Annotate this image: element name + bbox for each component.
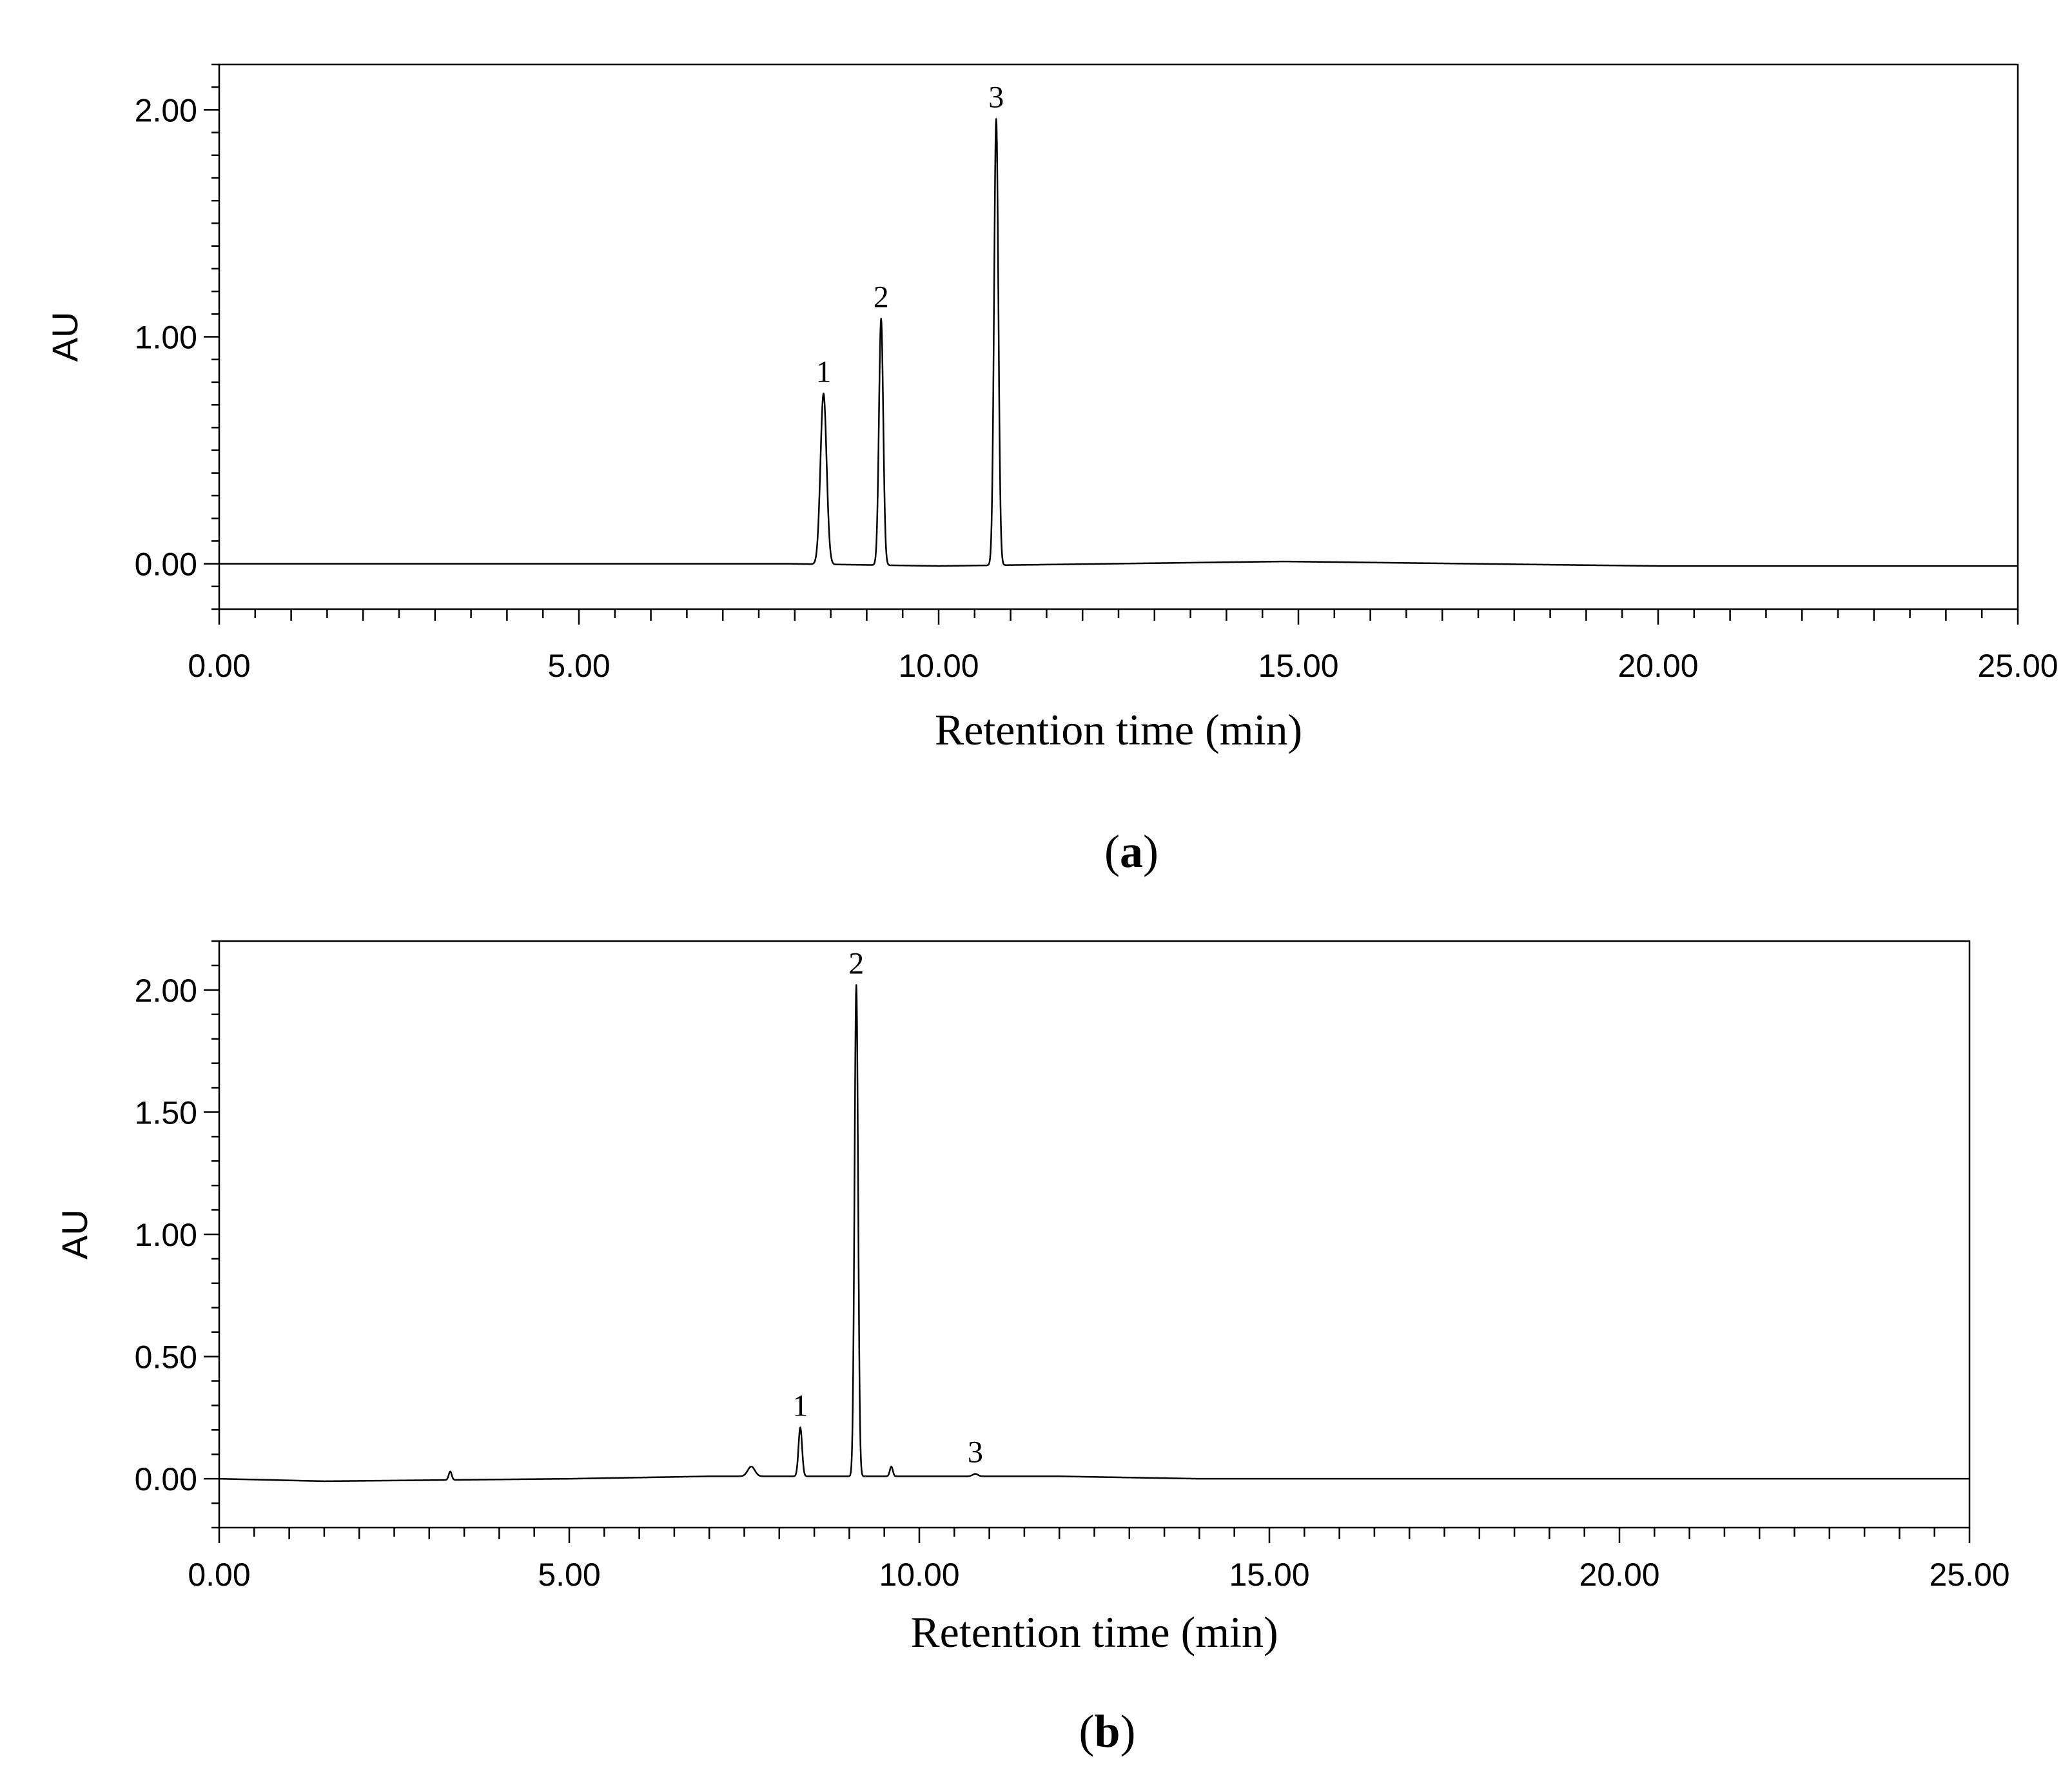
y-tick-label: 0.00	[135, 1461, 197, 1497]
peak-label: 3	[968, 1435, 983, 1470]
x-tick-label: 5.00	[538, 1557, 600, 1593]
peak-label: 1	[816, 355, 831, 389]
plot-frame	[218, 63, 2019, 610]
peak-label: 1	[792, 1389, 808, 1423]
x-axis-title: Retention time (min)	[935, 705, 1302, 754]
y-tick-label: 1.50	[135, 1094, 197, 1131]
chromatogram-trace	[219, 984, 1970, 1483]
x-tick-label: 25.00	[1977, 648, 2058, 684]
y-tick-label: 2.00	[135, 973, 197, 1009]
x-tick-label: 10.00	[898, 648, 979, 684]
x-tick-label: 20.00	[1579, 1557, 1659, 1593]
peak-label: 2	[874, 280, 889, 314]
chart-panel-b: 0.00 5.00 10.00 15.00 20.00 25.00 0.00 0.50 1.00…	[54, 940, 2010, 1757]
x-tick-label: 10.00	[879, 1557, 959, 1593]
x-tick-label: 0.00	[188, 648, 250, 684]
peak-label: 2	[848, 946, 864, 980]
x-tick-label: 15.00	[1258, 648, 1338, 684]
x-tick-label: 20.00	[1618, 648, 1698, 684]
y-axis-title: AU	[54, 1209, 95, 1259]
plot-frame	[218, 940, 1971, 1529]
x-tick-label: 0.00	[188, 1557, 250, 1593]
y-tick-label: 1.00	[135, 320, 197, 356]
y-axis-title: AU	[44, 312, 85, 362]
x-tick-label: 5.00	[547, 648, 610, 684]
x-axis-title: Retention time (min)	[910, 1608, 1278, 1657]
panel-caption: (a)	[1104, 826, 1158, 877]
chromatogram-trace	[219, 118, 2018, 567]
chart-panel-a: 0.00 5.00 10.00 15.00 20.00 25.00 0.00 1.00 2.00…	[44, 63, 2058, 877]
y-tick-label: 1.00	[135, 1217, 197, 1253]
peak-label: 3	[988, 81, 1004, 115]
x-tick-label: 25.00	[1929, 1557, 2009, 1593]
x-tick-label: 15.00	[1229, 1557, 1309, 1593]
panel-caption: (b)	[1079, 1706, 1135, 1757]
y-tick-label: 0.00	[135, 547, 197, 583]
y-tick-label: 2.00	[135, 92, 197, 128]
y-tick-label: 0.50	[135, 1339, 197, 1376]
